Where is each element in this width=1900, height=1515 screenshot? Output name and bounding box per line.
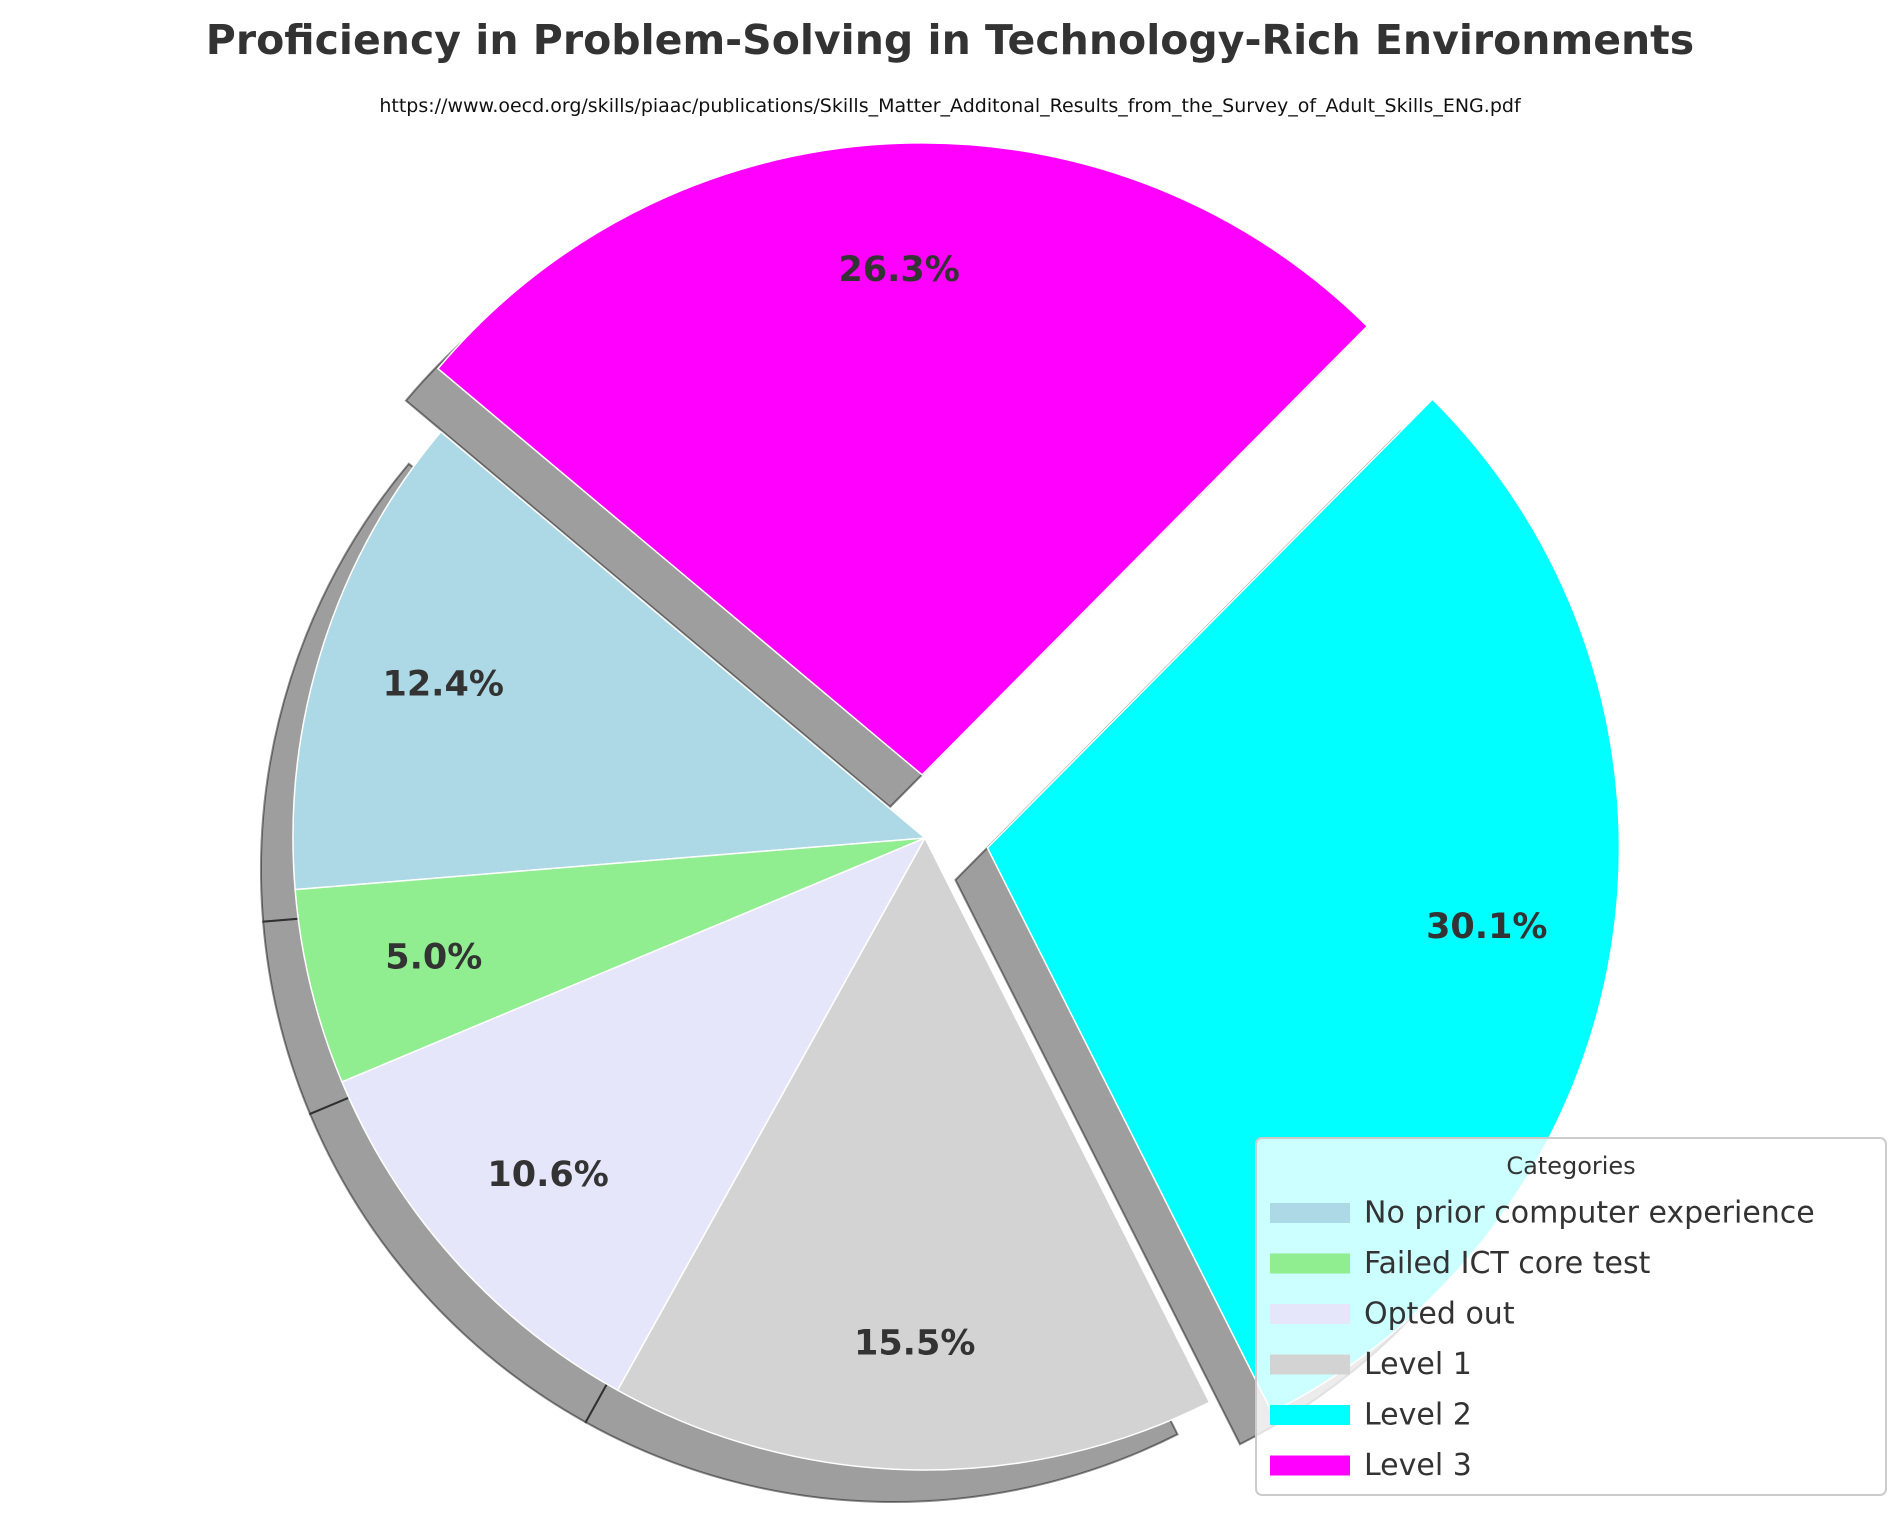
legend-label-level-2: Level 2	[1364, 1398, 1472, 1433]
slice-level-3	[436, 142, 1369, 776]
legend-swatch-level-1	[1270, 1354, 1350, 1375]
chart-title: Proficiency in Problem-Solving in Techno…	[206, 16, 1694, 64]
percentage-label-opted-out: 10.6%	[487, 1155, 608, 1195]
percentage-label-level-3: 26.3%	[838, 250, 959, 290]
legend-label-opted-out: Opted out	[1364, 1297, 1515, 1332]
percentage-label-no-prior-computer-experience: 12.4%	[382, 665, 503, 705]
slice-failed-ict-core-test	[294, 837, 926, 1083]
legend-swatch-opted-out	[1270, 1304, 1350, 1324]
percentage-label-failed-ict-core-test: 5.0%	[385, 938, 482, 978]
legend-label-level-3: Level 3	[1364, 1448, 1472, 1483]
percentage-label-level-2: 30.1%	[1426, 907, 1547, 947]
legend-swatch-level-3	[1270, 1455, 1350, 1476]
slice-opted-out	[340, 836, 927, 1392]
legend-label-level-1: Level 1	[1364, 1347, 1472, 1382]
legend-swatch-failed-ict-core-test	[1270, 1253, 1350, 1274]
chart-subtitle: https://www.oecd.org/skills/piaac/public…	[379, 95, 1522, 117]
legend-swatch-no-prior-computer-experience	[1270, 1203, 1350, 1223]
legend-swatch-level-2	[1270, 1405, 1350, 1425]
legend-items: No prior computer experience Failed ICT c…	[1270, 1196, 1815, 1483]
legend-label-failed-ict-core-test: Failed ICT core test	[1364, 1246, 1651, 1281]
slice-no-prior-computer-experience	[292, 430, 927, 891]
legend: Categories No prior computer experience F…	[1255, 1137, 1887, 1496]
legend-label-no-prior-computer-experience: No prior computer experience	[1364, 1196, 1815, 1231]
legend-box	[1255, 1137, 1887, 1496]
percentage-label-level-1: 15.5%	[854, 1324, 975, 1364]
legend-title: Categories	[1506, 1152, 1635, 1180]
percentage-labels: 12.4% 5.0% 10.6% 15.5% 30.1% 26.3%	[382, 250, 1547, 1364]
slice-level-1	[616, 836, 1211, 1471]
